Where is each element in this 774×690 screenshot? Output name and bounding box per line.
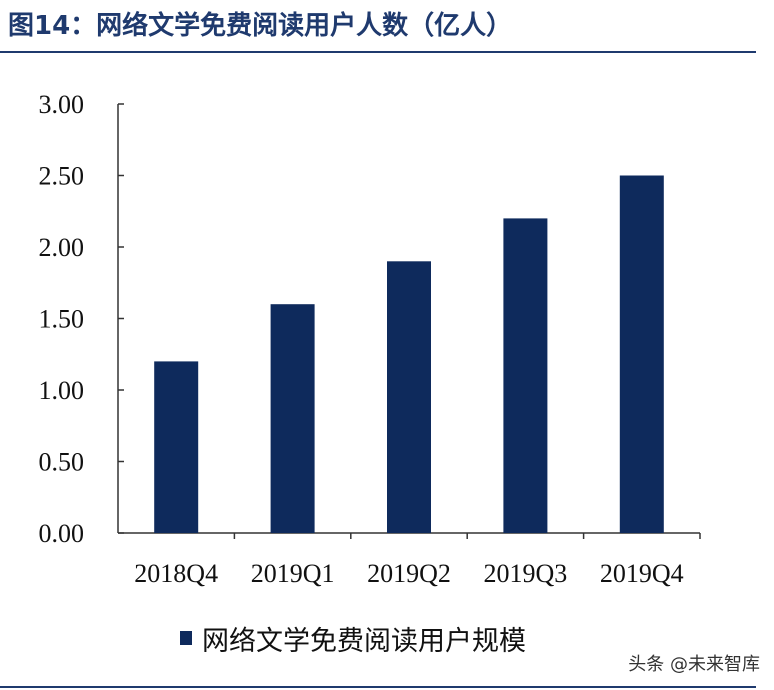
watermark: 头条 @未来智库 [628, 654, 760, 675]
legend-label: 网络文学免费阅读用户规模 [202, 625, 526, 657]
bottom-divider [0, 686, 756, 688]
bar [270, 304, 315, 533]
bar [619, 175, 664, 533]
bar [154, 361, 199, 533]
title-divider [0, 51, 756, 53]
y-tick-label: 2.00 [39, 233, 85, 262]
y-tick-label: 1.50 [39, 305, 85, 334]
x-tick-label: 2018Q4 [134, 559, 218, 588]
x-tick-label: 2019Q3 [484, 559, 568, 588]
y-tick-label: 3.00 [39, 90, 85, 119]
legend-swatch [180, 631, 192, 645]
bar [503, 218, 548, 533]
y-tick-label: 1.00 [39, 376, 85, 405]
y-tick-label: 0.00 [39, 519, 85, 548]
figure-title: 图14：网络文学免费阅读用户人数（亿人） [8, 11, 513, 41]
x-tick-label: 2019Q4 [600, 559, 684, 588]
x-tick-label: 2019Q2 [367, 559, 451, 588]
chart-legend: 网络文学免费阅读用户规模 [180, 620, 526, 657]
x-tick-label: 2019Q1 [251, 559, 335, 588]
y-tick-label: 0.50 [39, 448, 85, 477]
y-tick-label: 2.50 [39, 162, 85, 191]
bar [387, 261, 431, 533]
